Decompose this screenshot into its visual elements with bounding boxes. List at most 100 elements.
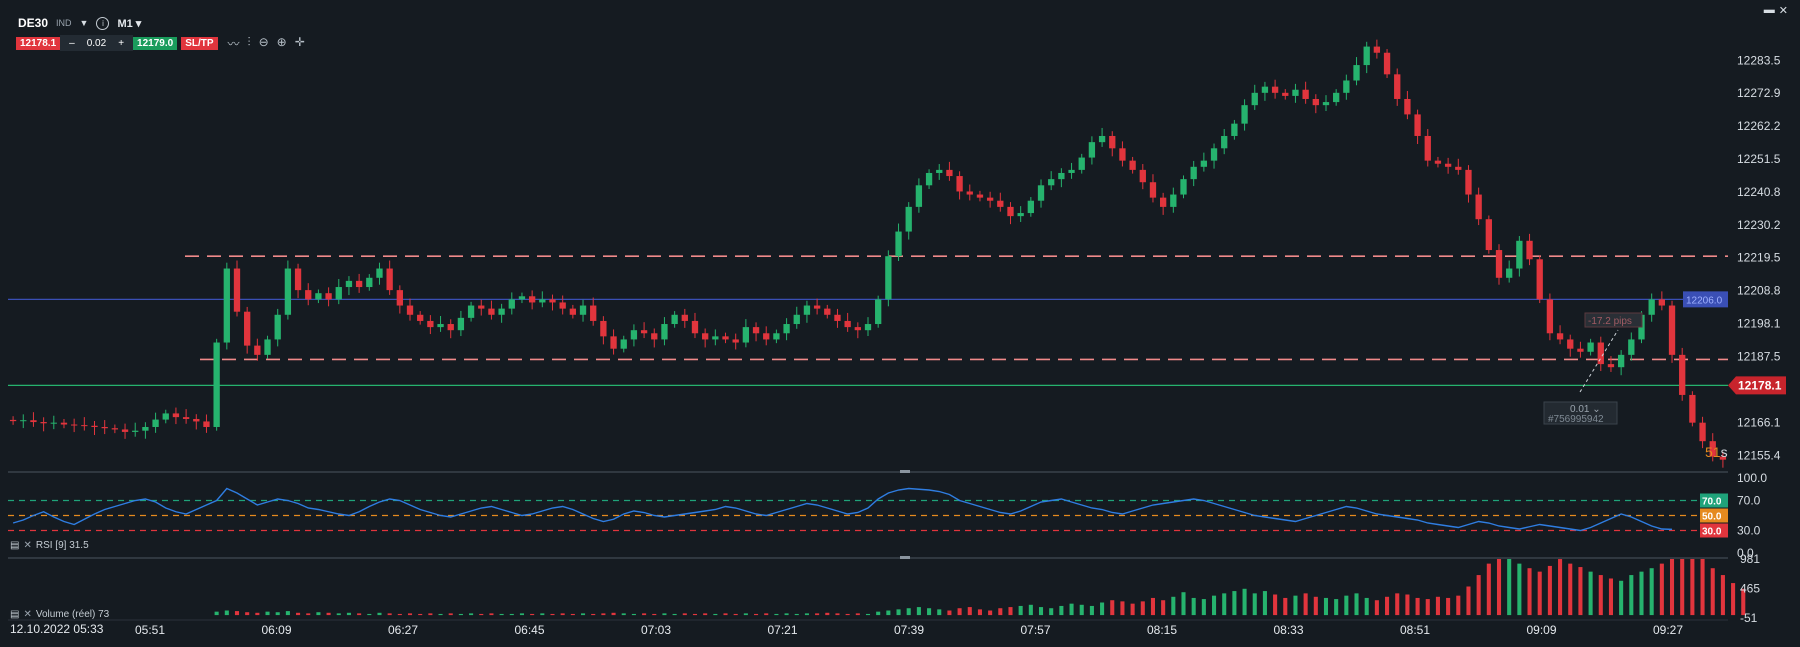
candle (885, 250, 892, 307)
candles-icon[interactable]: ⫶ (247, 34, 251, 49)
volume-bar (1558, 559, 1563, 616)
info-icon[interactable]: i (96, 16, 110, 30)
volume-bar (479, 613, 484, 616)
volume-bar (1649, 568, 1654, 616)
volume-bar (367, 613, 372, 616)
candle-body (1607, 364, 1615, 368)
buy-button[interactable]: 12179.0 (133, 36, 178, 50)
candle (233, 260, 241, 317)
volume-bar (682, 613, 687, 616)
volume-bar (1079, 604, 1084, 616)
candle (1546, 293, 1554, 341)
candle-body (325, 293, 332, 300)
candle-body (142, 426, 149, 431)
indicator-settings-icon[interactable]: ▤ (10, 609, 20, 620)
candle (1617, 350, 1625, 376)
candle-body (925, 172, 933, 186)
candle-body (579, 305, 587, 315)
volume-bar (1130, 603, 1135, 616)
rsi-level-tag-label: 50.0 (1702, 512, 1722, 523)
measure-line (1579, 329, 1619, 393)
sltp-button[interactable]: SL/TP (181, 36, 218, 50)
volume-bar (1425, 599, 1430, 616)
volume-bar (825, 612, 830, 616)
candle (1007, 202, 1014, 225)
candle-body (193, 418, 200, 422)
volume-bar (1435, 596, 1440, 616)
candle-body (1617, 354, 1625, 368)
volume-bar (1456, 595, 1461, 616)
volume-bar (570, 613, 575, 616)
candle-body (172, 413, 180, 418)
decrease-button[interactable]: – (69, 37, 75, 49)
price-axis-label: 12283.5 (1737, 53, 1781, 67)
candle-body (1322, 102, 1330, 106)
restore-icon[interactable]: ▬ (1763, 4, 1775, 16)
order-id-label: #756995942 (1548, 414, 1604, 425)
candle-body (600, 320, 607, 337)
volume-bar (804, 613, 809, 616)
candle-body (406, 305, 414, 315)
candle-body (70, 424, 78, 426)
candle-body (1251, 92, 1258, 106)
candle-body (763, 333, 770, 340)
volume-bar (265, 611, 270, 616)
rsi-level-tag (1700, 523, 1728, 538)
sell-button[interactable]: 12178.1 (16, 36, 61, 50)
candle (1088, 136, 1096, 165)
candle (91, 420, 98, 436)
close-icon[interactable]: ✕ (23, 609, 32, 620)
candle-body (244, 311, 251, 346)
timeframe-value: M1 (117, 17, 133, 30)
line-chart-icon[interactable]: 〰 (227, 36, 240, 51)
volume-bar (1720, 575, 1725, 616)
quantity-stepper[interactable]: – 0.02 + (60, 35, 134, 51)
chevron-down-icon[interactable]: ▼ (79, 18, 89, 28)
rsi-level-tag (1700, 493, 1728, 508)
volume-bar (754, 613, 759, 616)
volume-bar (1690, 559, 1695, 616)
indicator-settings-icon[interactable]: ▤ (10, 540, 20, 551)
candle-body (1424, 135, 1431, 161)
quantity-value[interactable]: 0.02 (86, 37, 107, 49)
increase-button[interactable]: + (118, 37, 125, 49)
volume-bar (1578, 567, 1583, 616)
volume-bar (957, 608, 962, 616)
close-button[interactable]: ✕ (1778, 5, 1788, 17)
volume-bar (336, 613, 341, 616)
volume-bar (652, 613, 657, 616)
candle-body (498, 308, 505, 315)
candle-body (1668, 305, 1676, 355)
candle-body (417, 314, 424, 321)
volume-bar (1212, 595, 1217, 616)
candle-body (335, 287, 342, 300)
candle (376, 262, 383, 285)
close-icon[interactable]: ✕ (23, 540, 32, 551)
volume-bar (448, 613, 453, 616)
candle-body (101, 426, 108, 429)
crosshair-icon[interactable]: ✛ (294, 34, 305, 49)
rsi-axis-label: 70.0 (1737, 494, 1761, 508)
symbol-name[interactable]: DE30 (18, 16, 49, 30)
candle (1414, 109, 1421, 144)
zoom-in-icon[interactable]: ⊕ (276, 34, 287, 49)
candle (355, 273, 363, 293)
candle-body (20, 420, 27, 422)
time-axis-label: 07:03 (641, 623, 671, 637)
candle (203, 414, 210, 433)
zoom-out-icon[interactable]: ⊖ (258, 34, 269, 49)
volume-bar (214, 611, 219, 616)
candle-body (1485, 219, 1492, 251)
candle (1241, 99, 1248, 131)
candle (528, 290, 536, 310)
timeframe-select[interactable]: M1 ▾ (117, 17, 142, 30)
candle (1261, 81, 1269, 101)
candle (1129, 156, 1136, 174)
volume-bar (1171, 596, 1176, 616)
volume-bar (1364, 597, 1369, 616)
candle (997, 192, 1004, 212)
candle (1383, 49, 1391, 79)
candle-body (1353, 65, 1360, 81)
candle-body (803, 305, 811, 315)
